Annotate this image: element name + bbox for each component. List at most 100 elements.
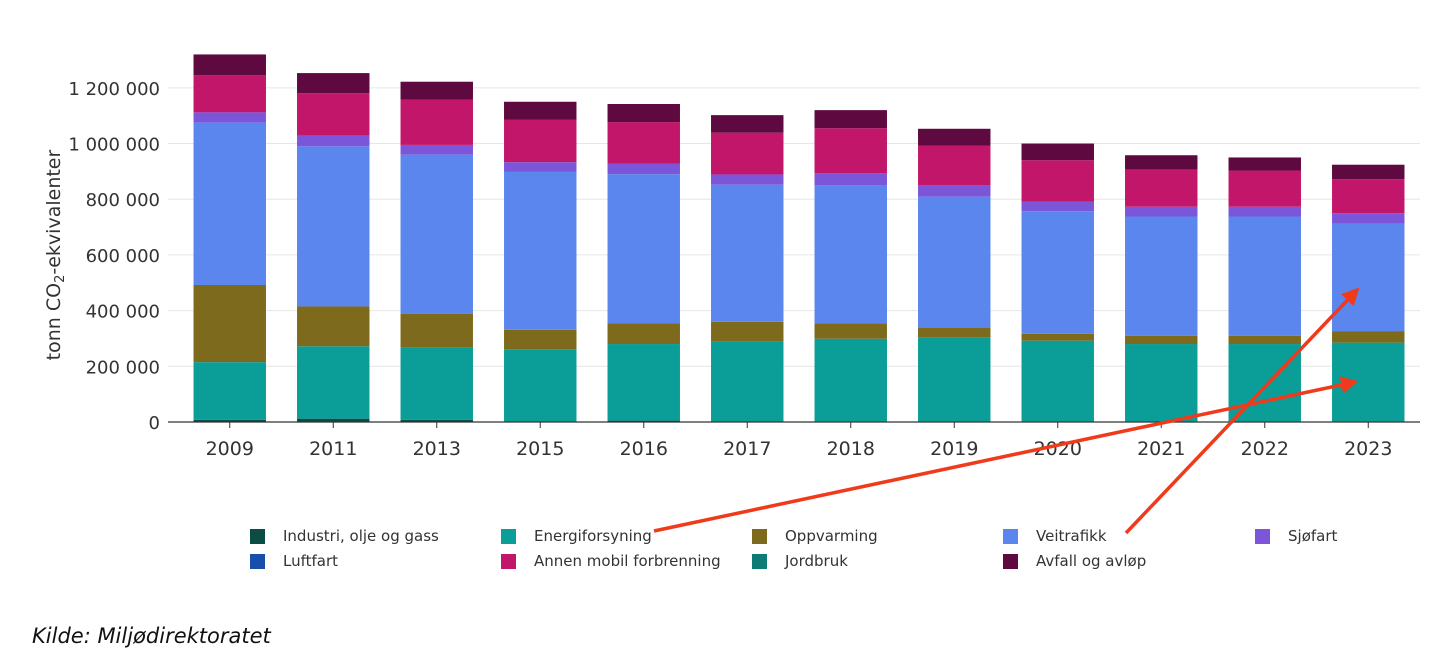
- x-tick-label: 2015: [516, 438, 564, 460]
- legend-swatch: [1003, 553, 1018, 569]
- bar-segment-2009-energiforsyning: [193, 362, 266, 420]
- bar-segment-2015-sjøfart: [504, 162, 577, 172]
- bar-segment-2023-oppvarming: [1332, 331, 1405, 343]
- y-tick-label: 200 000: [86, 357, 160, 378]
- bar-segment-2020-oppvarming: [1021, 333, 1094, 341]
- bar-segment-2011-sjøfart: [297, 135, 370, 147]
- legend-label: Annen mobil forbrenning: [534, 552, 721, 570]
- x-tick-label: 2017: [723, 438, 771, 460]
- legend-swatch: [1003, 528, 1018, 544]
- x-tick-label: 2016: [620, 438, 668, 460]
- bar-segment-2022-annen-mobil-forbrenning: [1228, 170, 1301, 207]
- bar-segment-2016-oppvarming: [607, 323, 680, 345]
- bar-segment-2016-sjøfart: [607, 163, 680, 175]
- bar-segment-2017-oppvarming: [711, 321, 784, 342]
- legend-label: Luftfart: [283, 552, 339, 570]
- bar-segment-2019-annen-mobil-forbrenning: [918, 145, 991, 186]
- bar-segment-2018-oppvarming: [814, 323, 887, 339]
- bar-segment-2021-sjøfart: [1125, 206, 1198, 217]
- bar-segment-2022-veitrafikk: [1228, 216, 1301, 336]
- legend-label: Sjøfart: [1288, 527, 1338, 545]
- annotation-arrows: [653, 287, 1360, 535]
- bar-segment-2021-oppvarming: [1125, 335, 1198, 345]
- stacked-bar-chart: 0 200 000 400 000 600 000 800 000 1 000 000 1 …: [43, 54, 1420, 535]
- x-tick-label: 2019: [930, 438, 978, 460]
- bar-segment-2017-avfall-og-avløp: [711, 115, 784, 133]
- bar-segment-2019-energiforsyning: [918, 337, 991, 422]
- x-tick-label: 2009: [206, 438, 254, 460]
- legend-item: Jordbruk: [752, 549, 848, 573]
- y-tick-label: 600 000: [86, 246, 160, 267]
- bars: [193, 54, 1405, 422]
- legend-label: Industri, olje og gass: [283, 527, 439, 545]
- bar-segment-2016-annen-mobil-forbrenning: [607, 122, 680, 164]
- bar-segment-2020-sjøfart: [1021, 201, 1094, 212]
- y-tick-label: 1 200 000: [68, 79, 160, 100]
- bar-segment-2020-annen-mobil-forbrenning: [1021, 160, 1094, 202]
- bar-segment-2016-avfall-og-avløp: [607, 103, 680, 123]
- bar-segment-2009-avfall-og-avløp: [193, 54, 266, 76]
- legend-swatch: [250, 553, 265, 569]
- legend-label: Jordbruk: [785, 552, 848, 570]
- bar-segment-2017-veitrafikk: [711, 184, 784, 322]
- legend-item: Annen mobil forbrenning: [501, 549, 721, 573]
- bar-segment-2011-energiforsyning: [297, 346, 370, 419]
- bar-segment-2013-industri-olje-og-gass: [400, 419, 473, 422]
- x-tick-label: 2013: [413, 438, 461, 460]
- y-axis-label: tonn CO2-ekvivalenter: [43, 150, 68, 361]
- bar-segment-2022-avfall-og-avløp: [1228, 157, 1301, 171]
- legend-label: Veitrafikk: [1036, 527, 1107, 545]
- bar-segment-2013-energiforsyning: [400, 347, 473, 420]
- bar-segment-2023-energiforsyning: [1332, 342, 1405, 422]
- x-tick-label: 2011: [309, 438, 357, 460]
- x-tick-label: 2022: [1241, 438, 1289, 460]
- bar-segment-2018-sjøfart: [814, 173, 887, 186]
- legend-label: Avfall og avløp: [1036, 552, 1147, 570]
- legend-label: Oppvarming: [785, 527, 878, 545]
- legend-swatch: [752, 528, 767, 544]
- bar-segment-2020-veitrafikk: [1021, 211, 1094, 334]
- legend-item: Energiforsyning: [501, 524, 652, 548]
- bar-segment-2011-veitrafikk: [297, 146, 370, 307]
- y-tick-label: 0: [149, 413, 160, 434]
- bar-segment-2019-veitrafikk: [918, 196, 991, 328]
- legend-swatch: [501, 528, 516, 544]
- source-caption: Kilde: Miljødirektoratet: [32, 624, 271, 648]
- bar-segment-2011-industri-olje-og-gass: [297, 418, 370, 422]
- legend-swatch: [752, 553, 767, 569]
- legend-swatch: [1255, 528, 1270, 544]
- bar-segment-2013-annen-mobil-forbrenning: [400, 99, 473, 145]
- arrow-veitrafikk: [1124, 287, 1360, 535]
- bar-segment-2013-avfall-og-avløp: [400, 81, 473, 100]
- x-tick-label: 2021: [1137, 438, 1185, 460]
- bar-segment-2022-energiforsyning: [1228, 344, 1301, 422]
- bar-segment-2015-oppvarming: [504, 329, 577, 350]
- bar-segment-2009-oppvarming: [193, 284, 266, 363]
- bar-segment-2013-veitrafikk: [400, 154, 473, 314]
- bar-segment-2022-oppvarming: [1228, 335, 1301, 345]
- bar-segment-2019-oppvarming: [918, 327, 991, 338]
- bar-segment-2015-annen-mobil-forbrenning: [504, 119, 577, 163]
- legend-item: Sjøfart: [1255, 524, 1337, 548]
- bar-segment-2019-sjøfart: [918, 185, 991, 197]
- bar-segment-2013-sjøfart: [400, 144, 473, 155]
- bar-segment-2023-avfall-og-avløp: [1332, 164, 1405, 180]
- legend-item: Luftfart: [250, 549, 338, 573]
- bar-segment-2021-energiforsyning: [1125, 344, 1198, 422]
- bar-segment-2017-energiforsyning: [711, 341, 784, 422]
- bar-segment-2016-energiforsyning: [607, 344, 680, 421]
- bar-segment-2023-annen-mobil-forbrenning: [1332, 179, 1405, 214]
- arrow-energiforsyning: [653, 376, 1359, 533]
- axes: 0 200 000 400 000 600 000 800 000 1 000 000 1 …: [68, 79, 1420, 460]
- y-tick-label: 800 000: [86, 190, 160, 211]
- bar-segment-2018-energiforsyning: [814, 338, 887, 422]
- y-tick-label: 400 000: [86, 302, 160, 323]
- bar-segment-2015-energiforsyning: [504, 349, 577, 422]
- bar-segment-2022-sjøfart: [1228, 206, 1301, 217]
- x-tick-label: 2023: [1344, 438, 1392, 460]
- bar-segment-2021-avfall-og-avløp: [1125, 155, 1198, 170]
- bar-segment-2011-annen-mobil-forbrenning: [297, 93, 370, 136]
- legend-swatch: [501, 553, 516, 569]
- bar-segment-2017-sjøfart: [711, 174, 784, 185]
- legend-item: Veitrafikk: [1003, 524, 1107, 548]
